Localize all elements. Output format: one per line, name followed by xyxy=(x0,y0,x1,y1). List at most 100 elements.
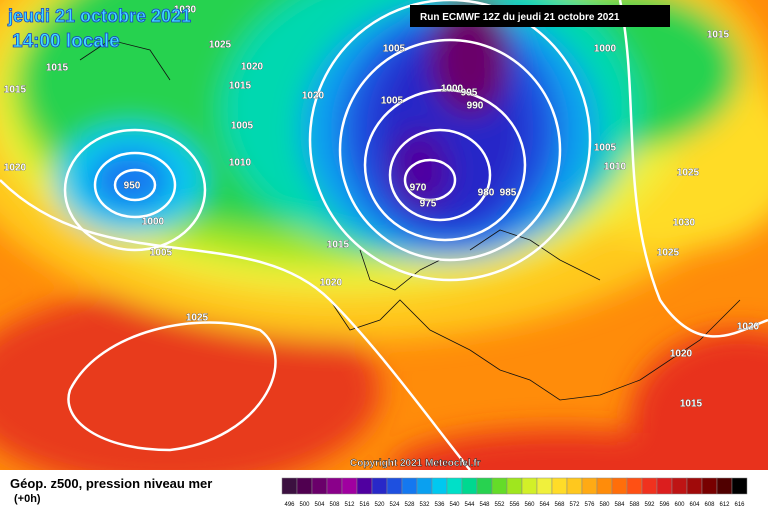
scale-label: 536 xyxy=(434,502,445,508)
scale-cell xyxy=(446,477,463,495)
isobar-label: 1015 xyxy=(707,30,730,41)
scale-cell xyxy=(416,477,433,495)
isobar-label: 1010 xyxy=(604,162,627,173)
scale-label: 596 xyxy=(659,502,670,508)
isobar-label: 1010 xyxy=(229,158,252,169)
isobar-label: 1005 xyxy=(231,121,254,132)
isobar-label: 1015 xyxy=(4,85,27,96)
scale-cell xyxy=(686,477,703,495)
scale-cell xyxy=(581,477,598,495)
scale-label: 600 xyxy=(674,502,685,508)
scale-label: 556 xyxy=(509,502,520,508)
coastlines xyxy=(79,39,741,401)
scale-label: 604 xyxy=(689,502,700,508)
scale-cell xyxy=(611,477,628,495)
scale-cell xyxy=(656,477,673,495)
isobar-label: 1015 xyxy=(680,399,703,410)
isobar-label: 1025 xyxy=(677,168,700,179)
scale-cell xyxy=(281,477,298,495)
scale-cell xyxy=(641,477,658,495)
isobar-label: 1020 xyxy=(670,349,693,360)
scale-cell xyxy=(671,477,688,495)
isobar-label: 1015 xyxy=(229,81,252,92)
scale-cell xyxy=(596,477,613,495)
scale-cell xyxy=(401,477,418,495)
scale-cell xyxy=(476,477,493,495)
isobar-label: 1025 xyxy=(209,40,232,51)
scale-label: 612 xyxy=(719,502,730,508)
isobar-labels: 1030 1025 1015 1015 1020 1015 1020 1005 … xyxy=(4,4,760,410)
scale-label: 560 xyxy=(524,502,535,508)
isobar-label: 1020 xyxy=(737,322,760,333)
scale-label: 508 xyxy=(329,502,340,508)
isobar-label: 1020 xyxy=(320,278,343,289)
scale-label: 544 xyxy=(464,502,475,508)
isobar-label: 1015 xyxy=(46,63,69,74)
scale-label: 512 xyxy=(344,502,355,508)
scale-cell xyxy=(566,477,583,495)
scale-label: 580 xyxy=(599,502,610,508)
scale-cell xyxy=(491,477,508,495)
scale-cell xyxy=(506,477,523,495)
scale-cell xyxy=(296,477,313,495)
legend-subtitle: (+0h) xyxy=(14,493,41,505)
isobar-label: 1015 xyxy=(327,240,350,251)
scale-label: 548 xyxy=(479,502,490,508)
date: jeudi 21 octobre 2021 xyxy=(7,6,191,26)
scale-label: 504 xyxy=(314,502,325,508)
scale-label: 608 xyxy=(704,502,715,508)
isobar-label: 1005 xyxy=(594,143,617,154)
isobar-label: 1005 xyxy=(150,248,173,259)
isobar-label: 980 xyxy=(478,188,495,199)
time: 14:00 locale xyxy=(12,31,120,52)
scale-label: 576 xyxy=(584,502,595,508)
isobar-label: 990 xyxy=(467,101,484,112)
scale-cell xyxy=(626,477,643,495)
run-box xyxy=(410,5,670,27)
scale-cell xyxy=(326,477,343,495)
scale-label: 572 xyxy=(569,502,580,508)
scale-label: 592 xyxy=(644,502,655,508)
isobar-label: 1020 xyxy=(241,62,264,73)
scale-label: 500 xyxy=(299,502,310,508)
scale-label: 552 xyxy=(494,502,505,508)
isobar-label: 975 xyxy=(420,199,437,210)
scale-cell xyxy=(731,477,748,495)
scale-cell xyxy=(341,477,358,495)
isobar-label: 1000 xyxy=(441,84,464,95)
scale-cell xyxy=(431,477,448,495)
scale-label: 568 xyxy=(554,502,565,508)
copyright: Copyright 2021 Meteociel.fr xyxy=(350,458,481,469)
scale-cell xyxy=(461,477,478,495)
isobar-label: 985 xyxy=(500,188,517,199)
scale-label: 584 xyxy=(614,502,625,508)
isobar-label: 970 xyxy=(410,183,427,194)
scale-cell xyxy=(551,477,568,495)
run-info: Run ECMWF 12Z du jeudi 21 octobre 2021 xyxy=(420,12,620,23)
isobar-label: 1030 xyxy=(174,5,197,16)
isobar-label: 1025 xyxy=(186,313,209,324)
scale-label: 528 xyxy=(404,502,415,508)
scale-label: 516 xyxy=(359,502,370,508)
isobar-label: 1005 xyxy=(381,96,404,107)
scale-label: 564 xyxy=(539,502,550,508)
isobar-label: 950 xyxy=(124,181,141,192)
scale-label: 496 xyxy=(284,502,295,508)
isobar-label: 1020 xyxy=(302,91,325,102)
legend-title: Géop. z500, pression niveau mer xyxy=(10,476,212,491)
isobar-label: 1020 xyxy=(4,163,27,174)
scale-cell xyxy=(521,477,538,495)
scale-label: 616 xyxy=(734,502,745,508)
isobar-label: 995 xyxy=(461,88,478,99)
isobar-label: 1030 xyxy=(673,218,696,229)
scale-cell xyxy=(536,477,553,495)
scale-label: 524 xyxy=(389,502,400,508)
isobar-label: 1000 xyxy=(142,217,165,228)
scale-label: 520 xyxy=(374,502,385,508)
scale-label: 540 xyxy=(449,502,460,508)
scale-label: 588 xyxy=(629,502,640,508)
isobar-label: 1000 xyxy=(594,44,617,55)
color-scale: 496 500 504 508 512 516 520 524 528 532 536 540 544 5… xyxy=(281,477,748,508)
isobar-label: 1005 xyxy=(383,44,406,55)
